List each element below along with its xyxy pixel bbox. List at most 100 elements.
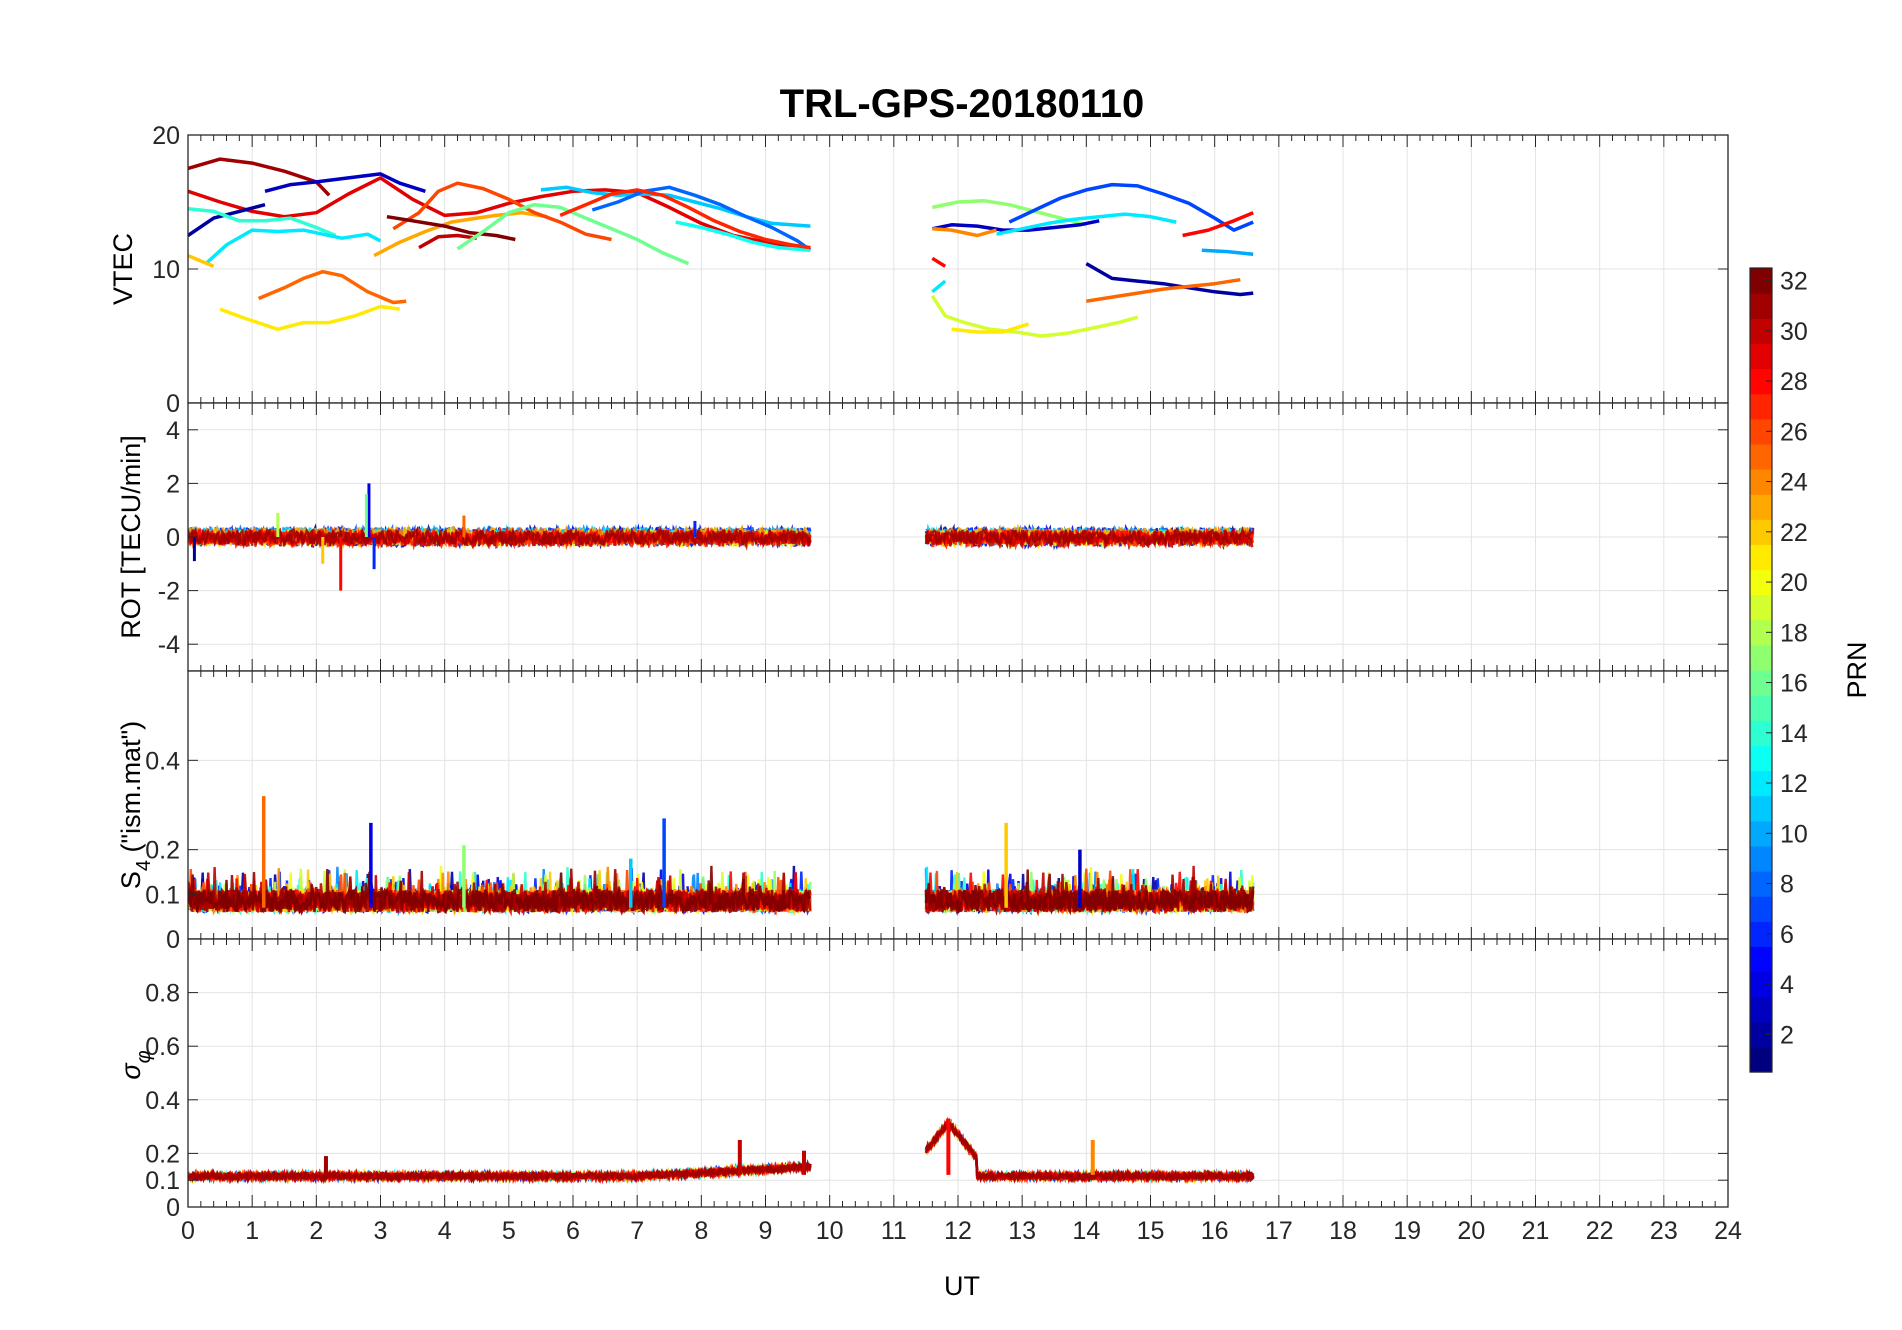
- colorbar-cell-prn-7: [1750, 896, 1772, 922]
- colorbar-tick-label: 22: [1780, 519, 1808, 547]
- colorbar-cell-prn-2: [1750, 1021, 1772, 1048]
- colorbar-tick-label: 2: [1780, 1021, 1794, 1049]
- panel-1: 0 10 20 VTEC: [108, 122, 1729, 418]
- x-tick-label: 1: [245, 1217, 259, 1245]
- colorbar-cell-prn-13: [1750, 745, 1772, 772]
- sigma-line-prn-31: [924, 1120, 1255, 1185]
- colorbar-label: PRN: [1842, 641, 1872, 698]
- vtec-line-prn-16: [456, 202, 690, 266]
- figure-title: TRL-GPS-20180110: [780, 82, 1145, 126]
- colorbar-cell-prn-8: [1750, 871, 1772, 897]
- sigma-line-prn-31: [188, 1160, 812, 1185]
- colorbar-cell-prn-16: [1750, 670, 1772, 696]
- x-tick-label: 6: [566, 1217, 580, 1245]
- x-tick-label: 19: [1393, 1217, 1421, 1245]
- plot-series: [188, 796, 1255, 917]
- rot-line-prn-31: [924, 525, 1254, 548]
- x-tick-label: 0: [181, 1217, 195, 1245]
- colorbar-tick-label: 18: [1780, 619, 1808, 647]
- y-axis-label: VTEC: [108, 233, 138, 305]
- y-label-part: 4: [133, 860, 155, 871]
- vtec-line-prn-12: [206, 228, 382, 264]
- colorbar-cell-prn-10: [1750, 820, 1772, 847]
- colorbar-tick-label: 10: [1780, 820, 1808, 848]
- x-tick-label: 7: [630, 1217, 644, 1245]
- plot-series: [188, 157, 1254, 338]
- s4-line-prn-32: [188, 865, 812, 915]
- colorbar-cell-prn-1: [1750, 1046, 1772, 1073]
- plot-series: [188, 1116, 1255, 1185]
- vtec-line-prn-12: [996, 212, 1177, 236]
- vtec-line-prn-28: [1182, 211, 1254, 238]
- panel-3: 00.10.20.4S4 ("ism.mat"): [116, 670, 1729, 954]
- vtec-line-prn-23: [373, 210, 548, 258]
- colorbar-cell-prn-6: [1750, 921, 1772, 947]
- x-ticks: [187, 671, 1729, 939]
- colorbar-cell-prn-17: [1750, 644, 1772, 671]
- colorbar-frame: [1749, 267, 1773, 1073]
- colorbar-cell-prn-3: [1750, 996, 1772, 1023]
- rot-line-prn-31: [188, 525, 812, 549]
- x-tick-label: 20: [1457, 1217, 1485, 1245]
- colorbar-cell-prn-24: [1750, 469, 1772, 495]
- colorbar-tick-label: 28: [1780, 368, 1808, 396]
- y-tick-label: 0.8: [145, 980, 180, 1008]
- x-tick-label: 14: [1072, 1217, 1100, 1245]
- x-tick-label: 8: [694, 1217, 708, 1245]
- colorbar-tick-label: 20: [1780, 569, 1808, 597]
- vtec-line-prn-31: [188, 157, 331, 197]
- y-tick-label: 20: [152, 122, 180, 150]
- colorbar-cell-prn-27: [1750, 393, 1772, 420]
- colorbar-cell-prn-31: [1750, 293, 1772, 319]
- colorbar-cell-prn-19: [1750, 594, 1772, 621]
- x-tick-labels: 0 1 2 3 4 5 6 7 8 9 10 11 12 13 14 15 16 17 18 19 20 21 22 23 24: [181, 1217, 1742, 1245]
- y-axis-label: ROT [TECU/min]: [116, 435, 146, 639]
- y-ticks: 00.10.2 0.4 0.6 0.8: [145, 980, 1728, 1222]
- colorbar-cell-prn-29: [1750, 343, 1772, 370]
- y-tick-label: 0.1: [145, 881, 180, 909]
- vtec-line-prn-29: [188, 176, 811, 251]
- y-ticks: -4 -2 0 2 4: [158, 417, 1728, 659]
- vtec-line-prn-30: [418, 233, 478, 250]
- colorbar-cell-prn-20: [1750, 569, 1772, 596]
- colorbar-tick-label: 12: [1780, 770, 1808, 798]
- colorbar-cell-prn-32: [1750, 268, 1772, 294]
- x-ticks: [187, 939, 1729, 1207]
- y-tick-label: 0: [166, 524, 180, 552]
- y-axis-label: σφ: [116, 1050, 155, 1079]
- y-tick-label: 0: [166, 1194, 180, 1222]
- x-tick-label: 13: [1008, 1217, 1036, 1245]
- y-tick-label: 0.4: [145, 747, 180, 775]
- vtec-line-prn-13: [675, 220, 811, 252]
- y-label-part: S: [116, 871, 146, 889]
- colorbar-cell-prn-26: [1750, 418, 1772, 445]
- x-tick-label: 18: [1329, 1217, 1357, 1245]
- vtec-line-prn-25: [1086, 277, 1241, 303]
- s4-line-prn-32: [924, 869, 1255, 916]
- x-tick-label: 15: [1137, 1217, 1165, 1245]
- y-tick-label: 0.6: [145, 1033, 180, 1061]
- x-tick-label: 12: [944, 1217, 972, 1245]
- y-tick-label: 0.4: [145, 1087, 180, 1115]
- colorbar-tick-label: 30: [1780, 318, 1808, 346]
- x-tick-label: 3: [374, 1217, 388, 1245]
- x-tick-label: 21: [1522, 1217, 1550, 1245]
- colorbar-tick-label: 14: [1780, 720, 1808, 748]
- x-axis-label: UT: [944, 1271, 980, 1301]
- colorbar-tick-label: 4: [1780, 971, 1794, 999]
- colorbar-cell-prn-25: [1750, 443, 1772, 470]
- vtec-line-prn-21: [951, 322, 1030, 334]
- colorbar-tick-label: 8: [1780, 871, 1794, 899]
- y-tick-label: 0: [166, 390, 180, 418]
- colorbar-cell-prn-5: [1750, 946, 1772, 973]
- x-tick-label: 5: [502, 1217, 516, 1245]
- vtec-line-prn-14: [188, 206, 337, 238]
- colorbar-tick-label: 32: [1780, 268, 1808, 296]
- colorbar-tick-label: 6: [1780, 921, 1794, 949]
- y-label-part: φ: [133, 1050, 155, 1063]
- y-tick-label: 0.2: [145, 1140, 180, 1168]
- colorbar-cell-prn-9: [1750, 845, 1772, 872]
